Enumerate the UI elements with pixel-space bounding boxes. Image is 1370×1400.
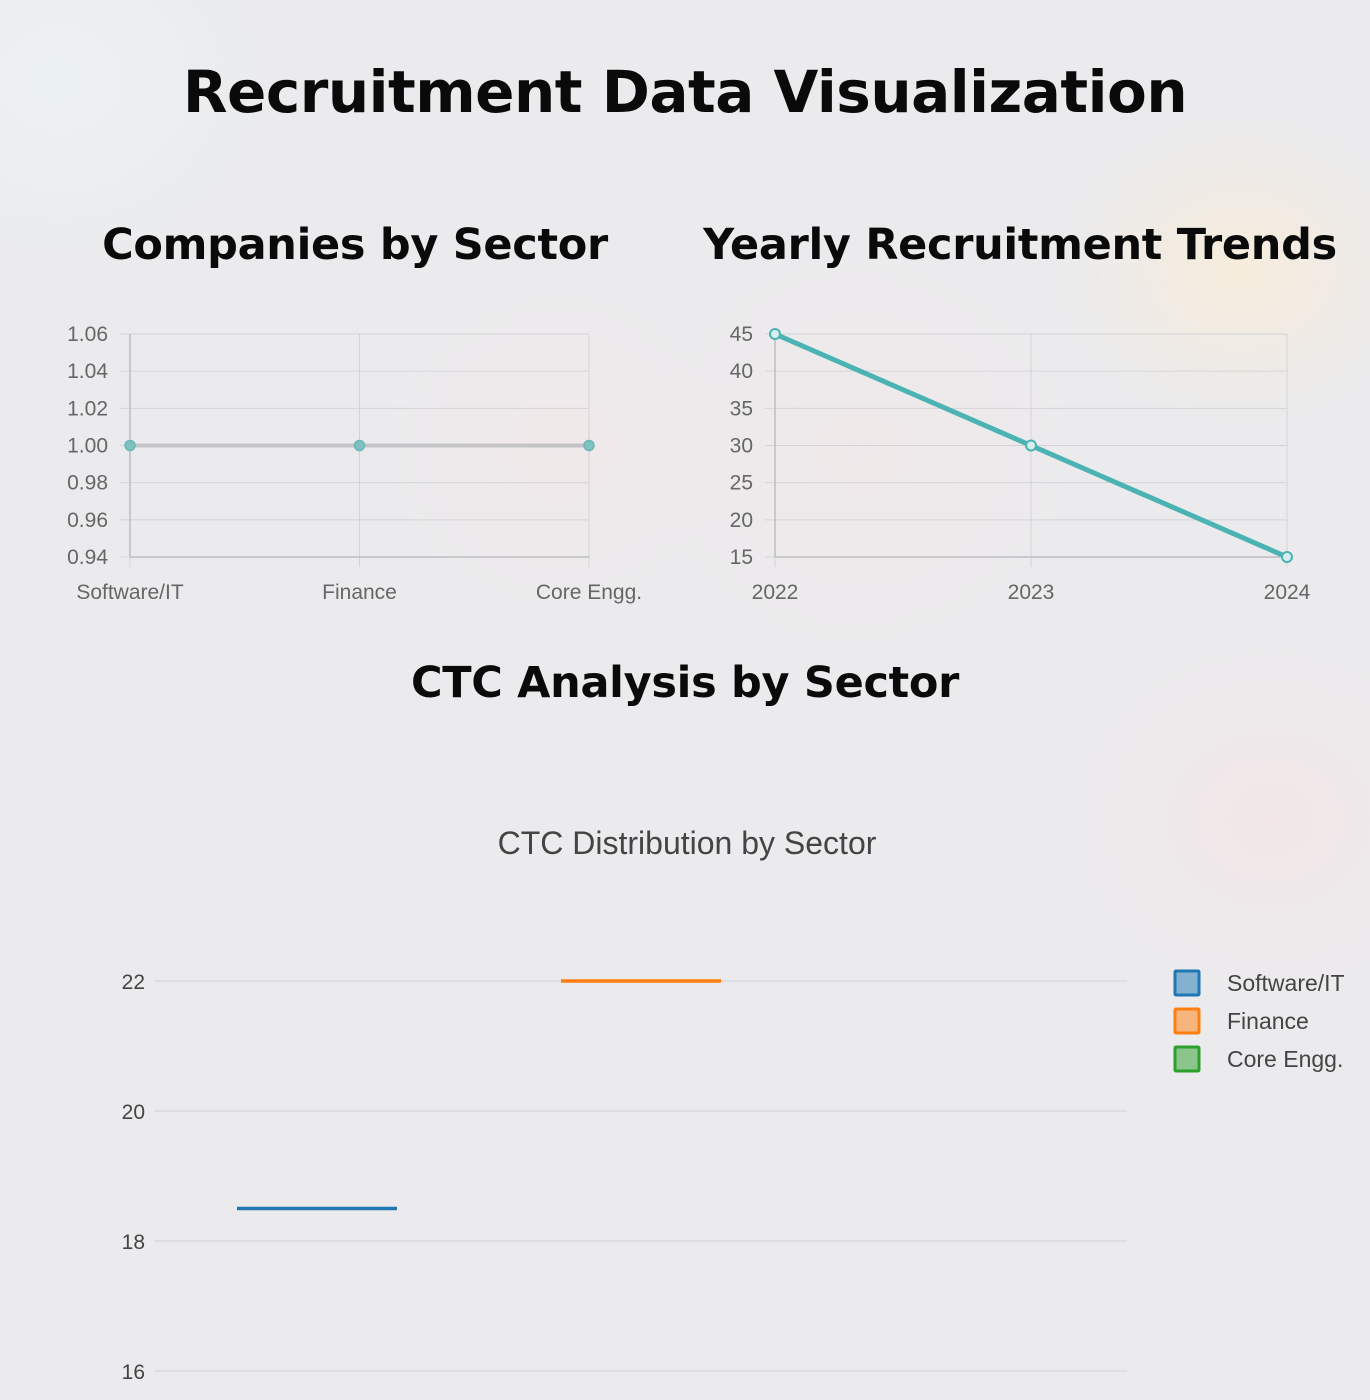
y-tick-label: 1.02 bbox=[67, 397, 108, 420]
data-point bbox=[124, 439, 136, 452]
legend-label: Software/IT bbox=[1227, 970, 1345, 996]
y-tick-label: 1.00 bbox=[67, 435, 108, 458]
data-point bbox=[583, 439, 595, 452]
y-tick-label: 40 bbox=[730, 360, 753, 383]
x-tick-label: Finance bbox=[322, 581, 397, 604]
y-tick-label: 30 bbox=[730, 435, 753, 458]
y-tick-label: 16 bbox=[122, 1361, 145, 1384]
ctc-analysis-title: CTC Analysis by Sector bbox=[410, 658, 960, 708]
y-tick-label: 22 bbox=[122, 971, 145, 994]
legend-item[interactable]: Finance bbox=[1173, 1007, 1309, 1035]
data-point bbox=[1281, 551, 1293, 563]
x-tick-label: 2023 bbox=[1008, 581, 1055, 604]
y-tick-label: 35 bbox=[730, 397, 753, 420]
y-tick-label: 0.98 bbox=[67, 472, 108, 495]
yearly-trends-chart: 45 40 35 30 25 20 15 2022 2023 2024 bbox=[730, 323, 1311, 604]
y-tick-label: 0.96 bbox=[67, 509, 108, 532]
data-point bbox=[353, 439, 366, 452]
y-tick-label: 15 bbox=[730, 546, 753, 569]
companies-by-sector-title: Companies by Sector bbox=[102, 220, 608, 270]
x-tick-label: 2024 bbox=[1264, 581, 1311, 604]
legend-label: Core Engg. bbox=[1227, 1046, 1343, 1072]
y-tick-label: 18 bbox=[122, 1231, 145, 1254]
data-point bbox=[1025, 439, 1037, 452]
y-tick-label: 25 bbox=[730, 472, 753, 495]
y-tick-label: 1.06 bbox=[67, 323, 108, 346]
legend-item[interactable]: Software/IT bbox=[1173, 969, 1345, 997]
x-tick-label: Core Engg. bbox=[536, 581, 642, 604]
legend-item[interactable]: Core Engg. bbox=[1173, 1045, 1343, 1073]
data-point bbox=[769, 328, 781, 340]
chart-title: CTC Distribution by Sector bbox=[498, 825, 877, 861]
legend-label: Finance bbox=[1227, 1008, 1309, 1034]
y-tick-label: 0.94 bbox=[67, 546, 108, 569]
legend-swatch bbox=[1173, 969, 1201, 997]
legend-swatch bbox=[1173, 1045, 1201, 1073]
y-tick-label: 20 bbox=[730, 509, 753, 532]
y-tick-label: 45 bbox=[730, 323, 753, 346]
yearly-trends-title: Yearly Recruitment Trends bbox=[703, 220, 1337, 270]
x-tick-label: Software/IT bbox=[76, 581, 184, 604]
y-tick-label: 20 bbox=[122, 1101, 145, 1124]
y-tick-label: 1.04 bbox=[67, 360, 108, 383]
x-tick-label: 2022 bbox=[752, 581, 799, 604]
companies-by-sector-chart: 1.06 1.04 1.02 1.00 0.98 0.96 0.94 Software/IT F… bbox=[67, 323, 642, 604]
legend-swatch bbox=[1173, 1007, 1201, 1035]
page-title: Recruitment Data Visualization bbox=[182, 58, 1188, 126]
